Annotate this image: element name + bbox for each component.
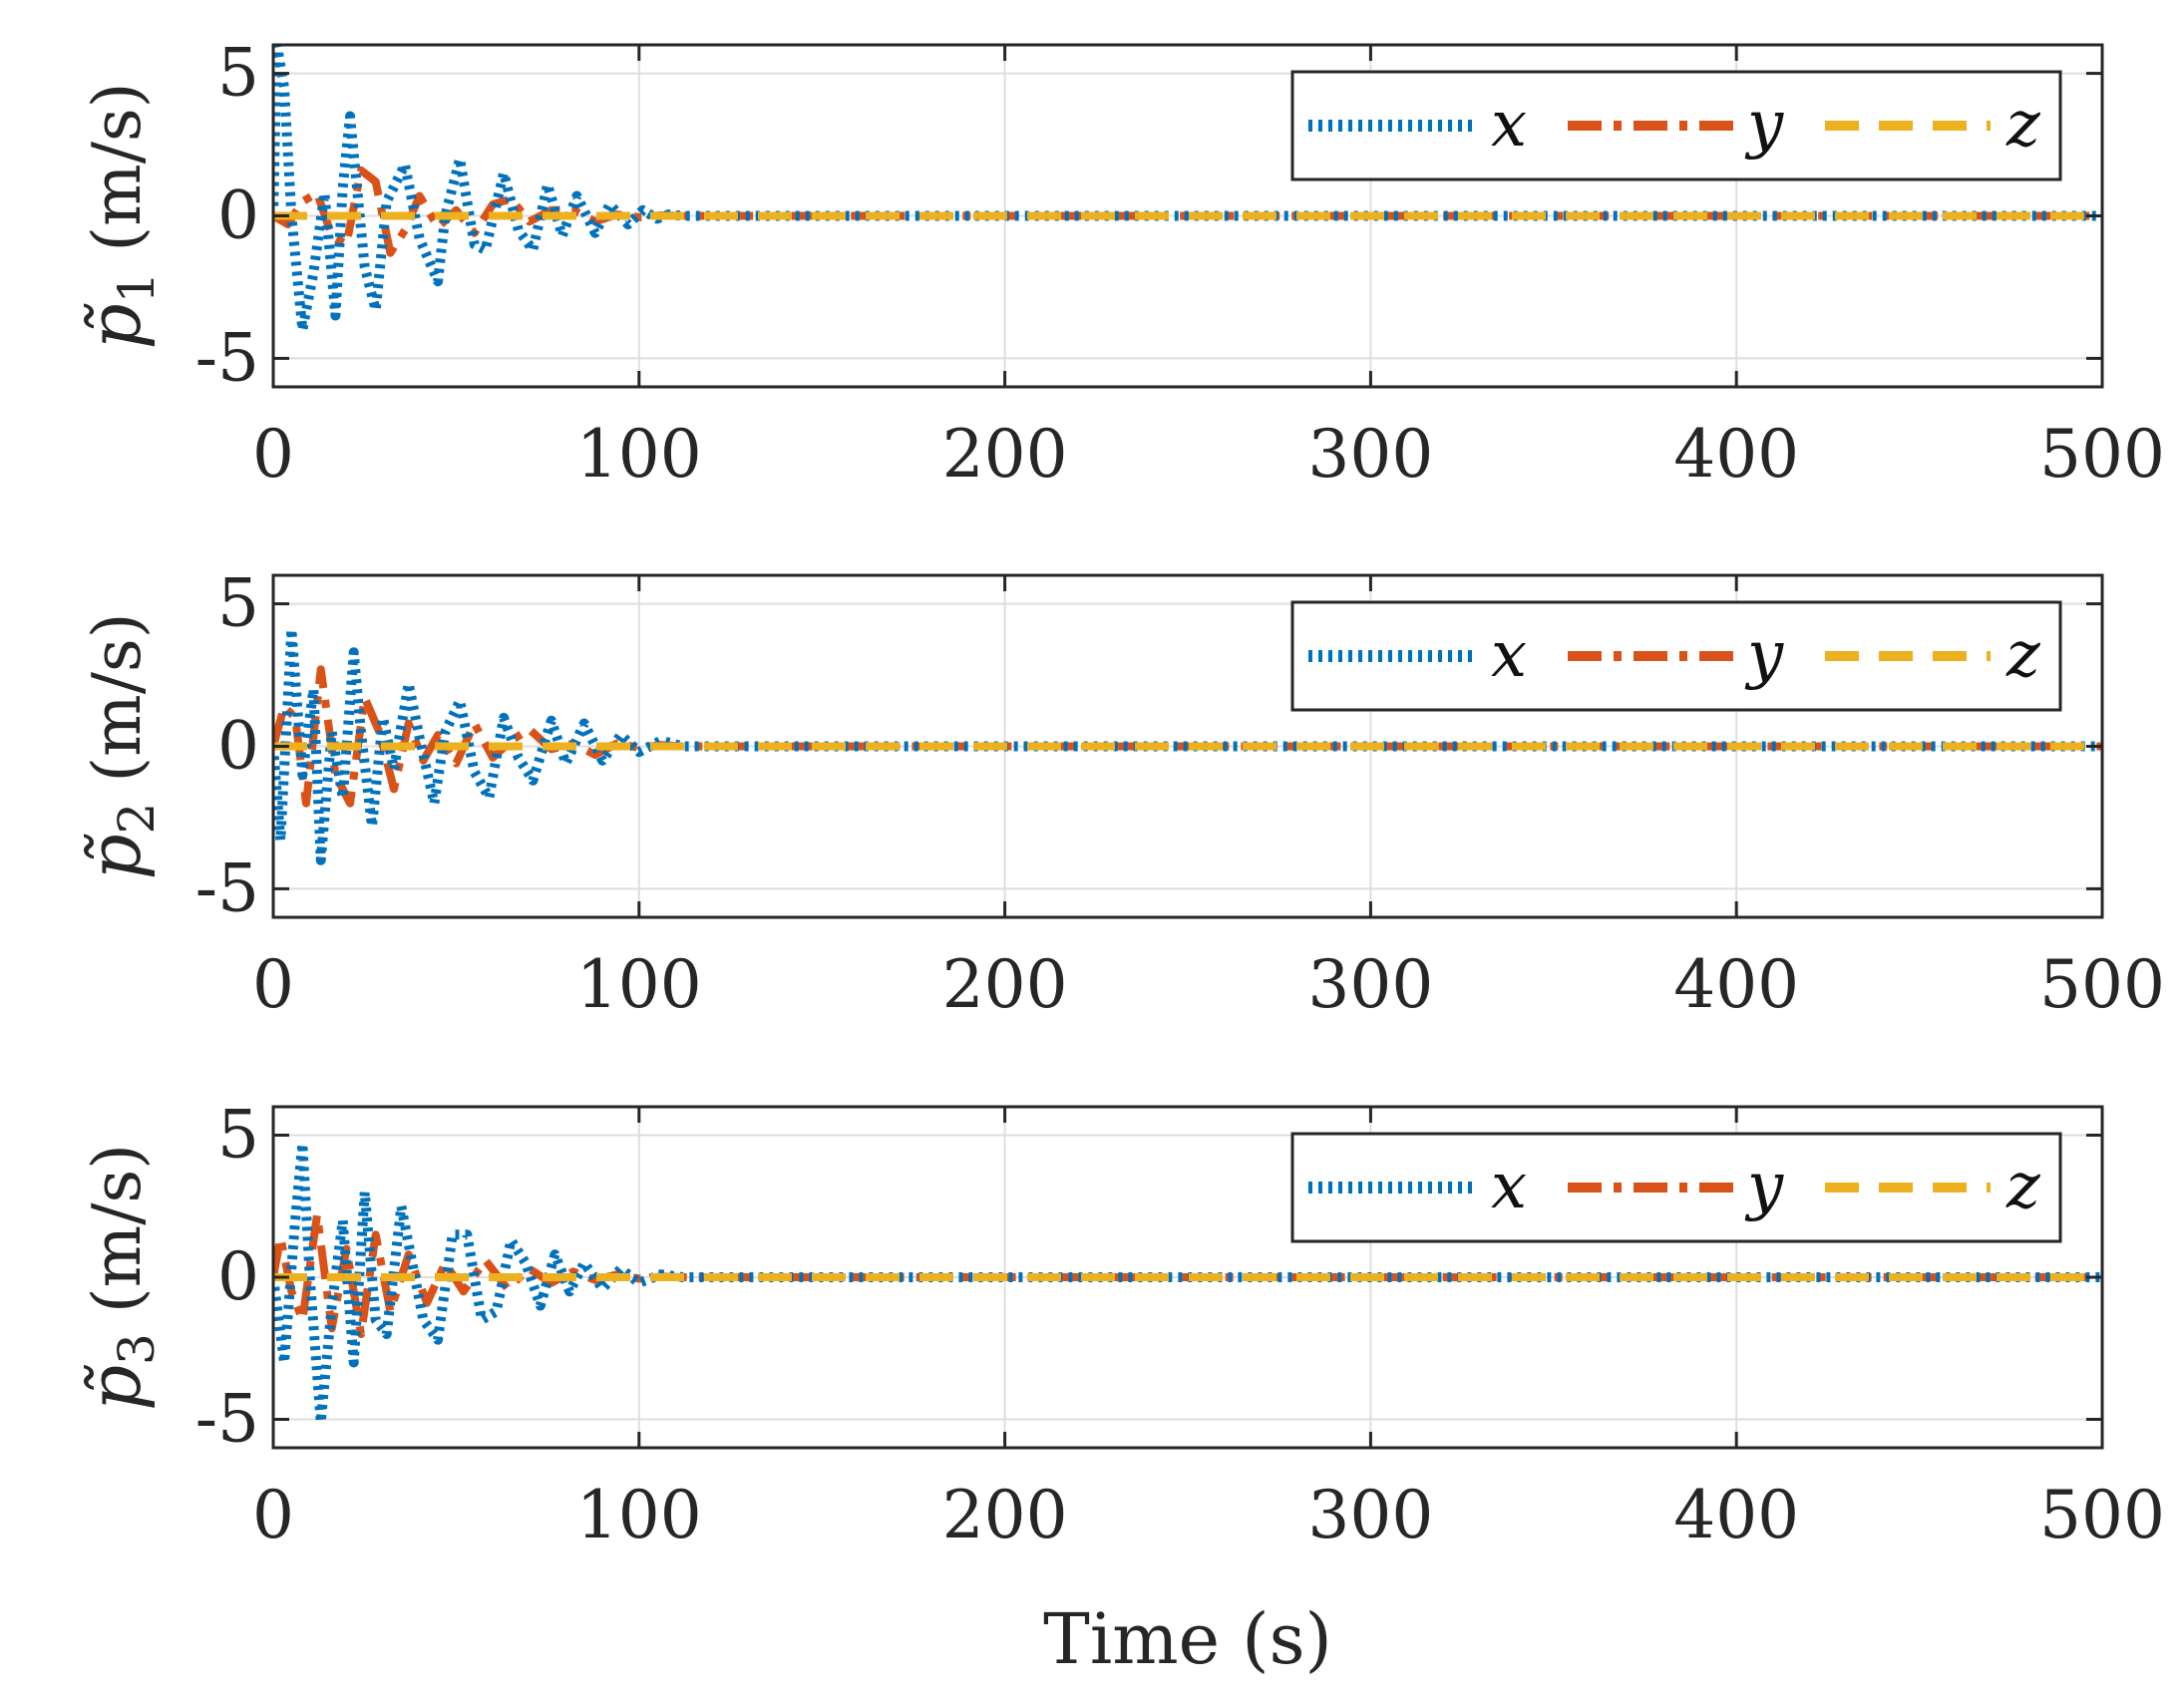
legend: x y z — [1290, 600, 2062, 712]
legend-label-z: z — [2005, 618, 2041, 692]
y-tick-label: 0 — [217, 177, 259, 254]
legend-label-z: z — [2005, 88, 2041, 162]
y-axis-label-unit: (m/s) — [79, 82, 156, 251]
y-tick-label: -5 — [195, 1381, 259, 1458]
y-tick-label: 5 — [217, 565, 259, 642]
x-tick-label: 400 — [1673, 1477, 1799, 1553]
legend-label-y: y — [1744, 618, 1784, 692]
legend-label-z: z — [2005, 1150, 2041, 1223]
y-tick-label: 5 — [217, 1097, 259, 1174]
y-tick-label: -5 — [195, 319, 259, 396]
legend-label-y: y — [1744, 88, 1784, 162]
y-axis-label-unit: (m/s) — [79, 612, 156, 782]
y-axis-label: p̃2 (m/s) — [73, 612, 166, 879]
legend-label-x: x — [1491, 618, 1527, 692]
series-line-x — [273, 624, 2102, 865]
x-tick-label: 100 — [576, 946, 702, 1023]
x-tick-label: 400 — [1673, 946, 1799, 1023]
x-tick-label: 500 — [2039, 416, 2165, 493]
y-axis-label-subscript: 1 — [108, 272, 166, 304]
x-tick-label: 400 — [1673, 416, 1799, 493]
y-axis-label-variable: p̃ — [73, 834, 157, 879]
legend-label-x: x — [1491, 1150, 1527, 1223]
x-axis-label: Time (s) — [1043, 1598, 1332, 1680]
series-line-x — [273, 1139, 2102, 1428]
x-tick-label: 200 — [942, 416, 1068, 493]
x-tick-label: 300 — [1307, 946, 1433, 1023]
x-tick-label: 300 — [1307, 416, 1433, 493]
y-tick-label: 0 — [217, 708, 259, 785]
y-tick-label: 5 — [217, 35, 259, 112]
series-group — [273, 624, 2102, 865]
legend-label-x: x — [1491, 88, 1527, 162]
subplot-1: 0 100 200 300 400 500 5 0 -5 p̃1 (m/s) x y z — [73, 35, 2165, 493]
legend-label-y: y — [1744, 1150, 1784, 1223]
y-tick-label: 0 — [217, 1238, 259, 1315]
subplot-3: 0 100 200 300 400 500 5 0 -5 p̃3 (m/s) x y z Time (s) — [73, 1097, 2165, 1681]
y-axis-label-variable: p̃ — [73, 303, 157, 349]
y-tick-label: -5 — [195, 850, 259, 926]
legend: x y z — [1290, 70, 2062, 181]
y-axis-label-unit: (m/s) — [79, 1144, 156, 1313]
x-tick-label: 0 — [252, 416, 294, 493]
x-tick-label: 0 — [252, 946, 294, 1023]
x-tick-label: 200 — [942, 946, 1068, 1023]
x-tick-label: 300 — [1307, 1477, 1433, 1553]
y-axis-label-variable: p̃ — [73, 1365, 157, 1411]
x-tick-label: 200 — [942, 1477, 1068, 1553]
y-axis-label: p̃3 (m/s) — [73, 1144, 166, 1411]
y-axis-label-subscript: 2 — [108, 803, 166, 835]
y-axis-label: p̃1 (m/s) — [73, 82, 166, 349]
subplot-2: 0 100 200 300 400 500 5 0 -5 p̃2 (m/s) x y z — [73, 565, 2165, 1023]
series-group — [273, 1139, 2102, 1428]
x-tick-label: 500 — [2039, 946, 2165, 1023]
y-axis-label-subscript: 3 — [108, 1333, 166, 1365]
series-group — [273, 45, 2102, 335]
legend: x y z — [1290, 1132, 2062, 1243]
x-tick-label: 0 — [252, 1477, 294, 1553]
x-tick-label: 100 — [576, 416, 702, 493]
x-tick-label: 100 — [576, 1477, 702, 1553]
x-tick-label: 500 — [2039, 1477, 2165, 1553]
